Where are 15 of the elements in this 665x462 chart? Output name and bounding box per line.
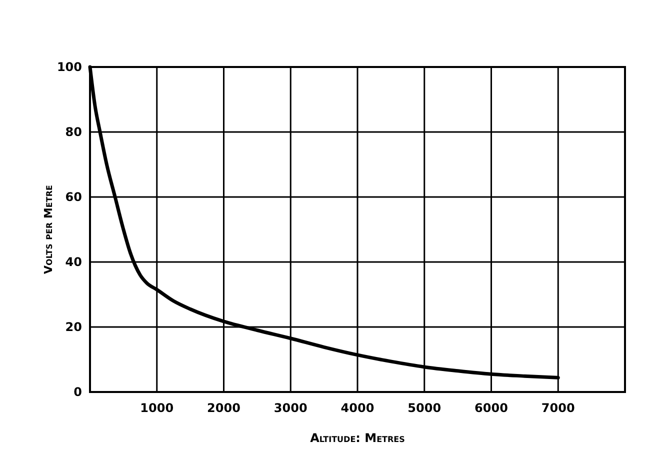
y-tick-label: 80: [65, 125, 82, 139]
y-tick-label: 100: [56, 60, 82, 74]
x-tick-label: 5000: [408, 401, 442, 415]
y-tick-label: 0: [74, 385, 82, 399]
x-axis-title: Altitude: Metres: [310, 431, 406, 445]
x-tick-label: 1000: [140, 401, 174, 415]
x-tick-label: 2000: [207, 401, 240, 415]
y-tick-label: 40: [65, 255, 82, 269]
y-tick-label: 60: [65, 190, 82, 204]
x-tick-label: 6000: [474, 401, 508, 415]
x-tick-label: 3000: [274, 401, 308, 415]
x-tick-label: 7000: [541, 401, 575, 415]
y-tick-label: 20: [65, 320, 82, 334]
y-axis-title: Volts per Metre: [42, 185, 55, 274]
x-tick-label: 4000: [340, 401, 374, 415]
